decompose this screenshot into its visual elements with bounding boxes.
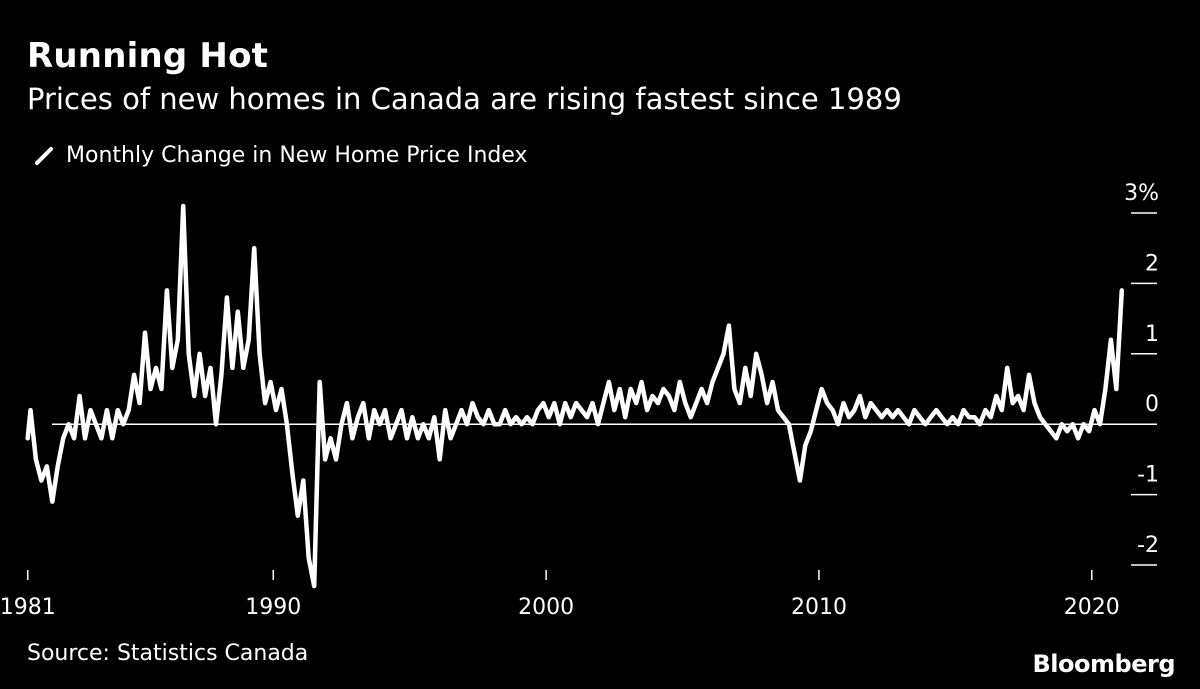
y-tick-label: 1 (1145, 322, 1159, 347)
bloomberg-logo: Bloomberg (1032, 650, 1176, 678)
y-tick-label: -1 (1137, 463, 1159, 488)
y-tick-label: 0 (1145, 392, 1159, 417)
y-tick-label: 2 (1145, 251, 1159, 276)
x-tick-label: 2000 (518, 595, 574, 620)
y-tick-label: 3% (1124, 181, 1159, 206)
source-note: Source: Statistics Canada (27, 641, 309, 666)
y-axis: 3% 2 1 0 -1 -2 (1124, 181, 1159, 566)
chart-title: Running Hot (27, 36, 269, 76)
legend-label: Monthly Change in New Home Price Index (66, 143, 528, 168)
series-line (25, 203, 1125, 589)
x-axis: 1981 1990 2000 2010 2020 (0, 570, 1120, 620)
y-tick-label: -2 (1137, 533, 1159, 558)
x-tick-label: 1990 (245, 595, 301, 620)
x-tick-label: 1981 (0, 595, 56, 620)
chart-subtitle: Prices of new homes in Canada are rising… (27, 82, 902, 116)
x-tick-label: 2020 (1064, 595, 1120, 620)
legend: Monthly Change in New Home Price Index (32, 143, 528, 168)
x-tick-label: 2010 (791, 595, 847, 620)
